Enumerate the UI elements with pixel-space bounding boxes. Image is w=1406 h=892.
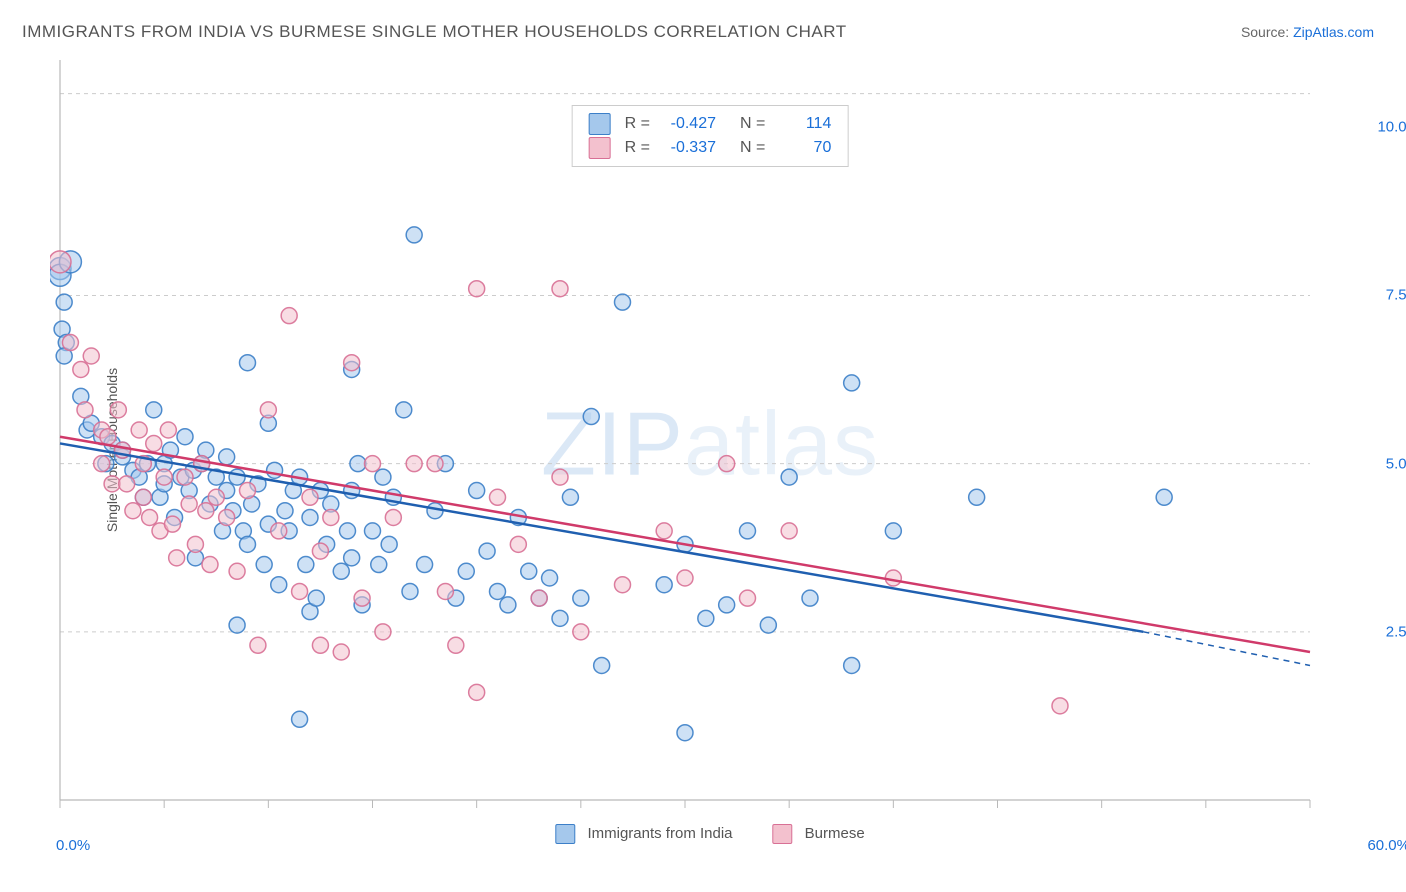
y-tick-label: 2.5% [1386,623,1406,640]
legend-item-1: Immigrants from India [555,824,732,844]
r-label: R = [625,115,650,133]
n-label: N = [740,139,765,157]
legend-item-2: Burmese [773,824,865,844]
source-link[interactable]: ZipAtlas.com [1293,24,1374,40]
legend-label-2: Burmese [805,825,865,842]
source-line: Source: ZipAtlas.com [1241,24,1374,40]
n-value-1: 114 [775,115,831,133]
r-value-1: -0.427 [660,115,716,133]
y-tick-label: 10.0% [1377,119,1406,136]
legend-swatch-1 [555,824,575,844]
source-prefix: Source: [1241,24,1289,40]
x-max-label: 60.0% [1367,837,1406,854]
r-value-2: -0.337 [660,139,716,157]
stats-legend: R = -0.427 N = 114 R = -0.337 N = 70 [572,105,849,167]
legend-label-1: Immigrants from India [587,825,732,842]
r-label: R = [625,139,650,157]
series-legend: Immigrants from India Burmese [555,824,864,844]
y-tick-label: 7.5% [1386,287,1406,304]
stats-row-1: R = -0.427 N = 114 [589,112,832,136]
y-tick-label: 5.0% [1386,455,1406,472]
chart-title: IMMIGRANTS FROM INDIA VS BURMESE SINGLE … [22,22,847,42]
legend-swatch-1 [589,113,611,135]
scatter-plot [50,50,1370,850]
legend-swatch-2 [773,824,793,844]
n-value-2: 70 [775,139,831,157]
x-min-label: 0.0% [56,837,90,854]
chart-area: Single Mother Households ZIPatlas R = -0… [50,50,1370,850]
n-label: N = [740,115,765,133]
stats-row-2: R = -0.337 N = 70 [589,136,832,160]
legend-swatch-2 [589,137,611,159]
